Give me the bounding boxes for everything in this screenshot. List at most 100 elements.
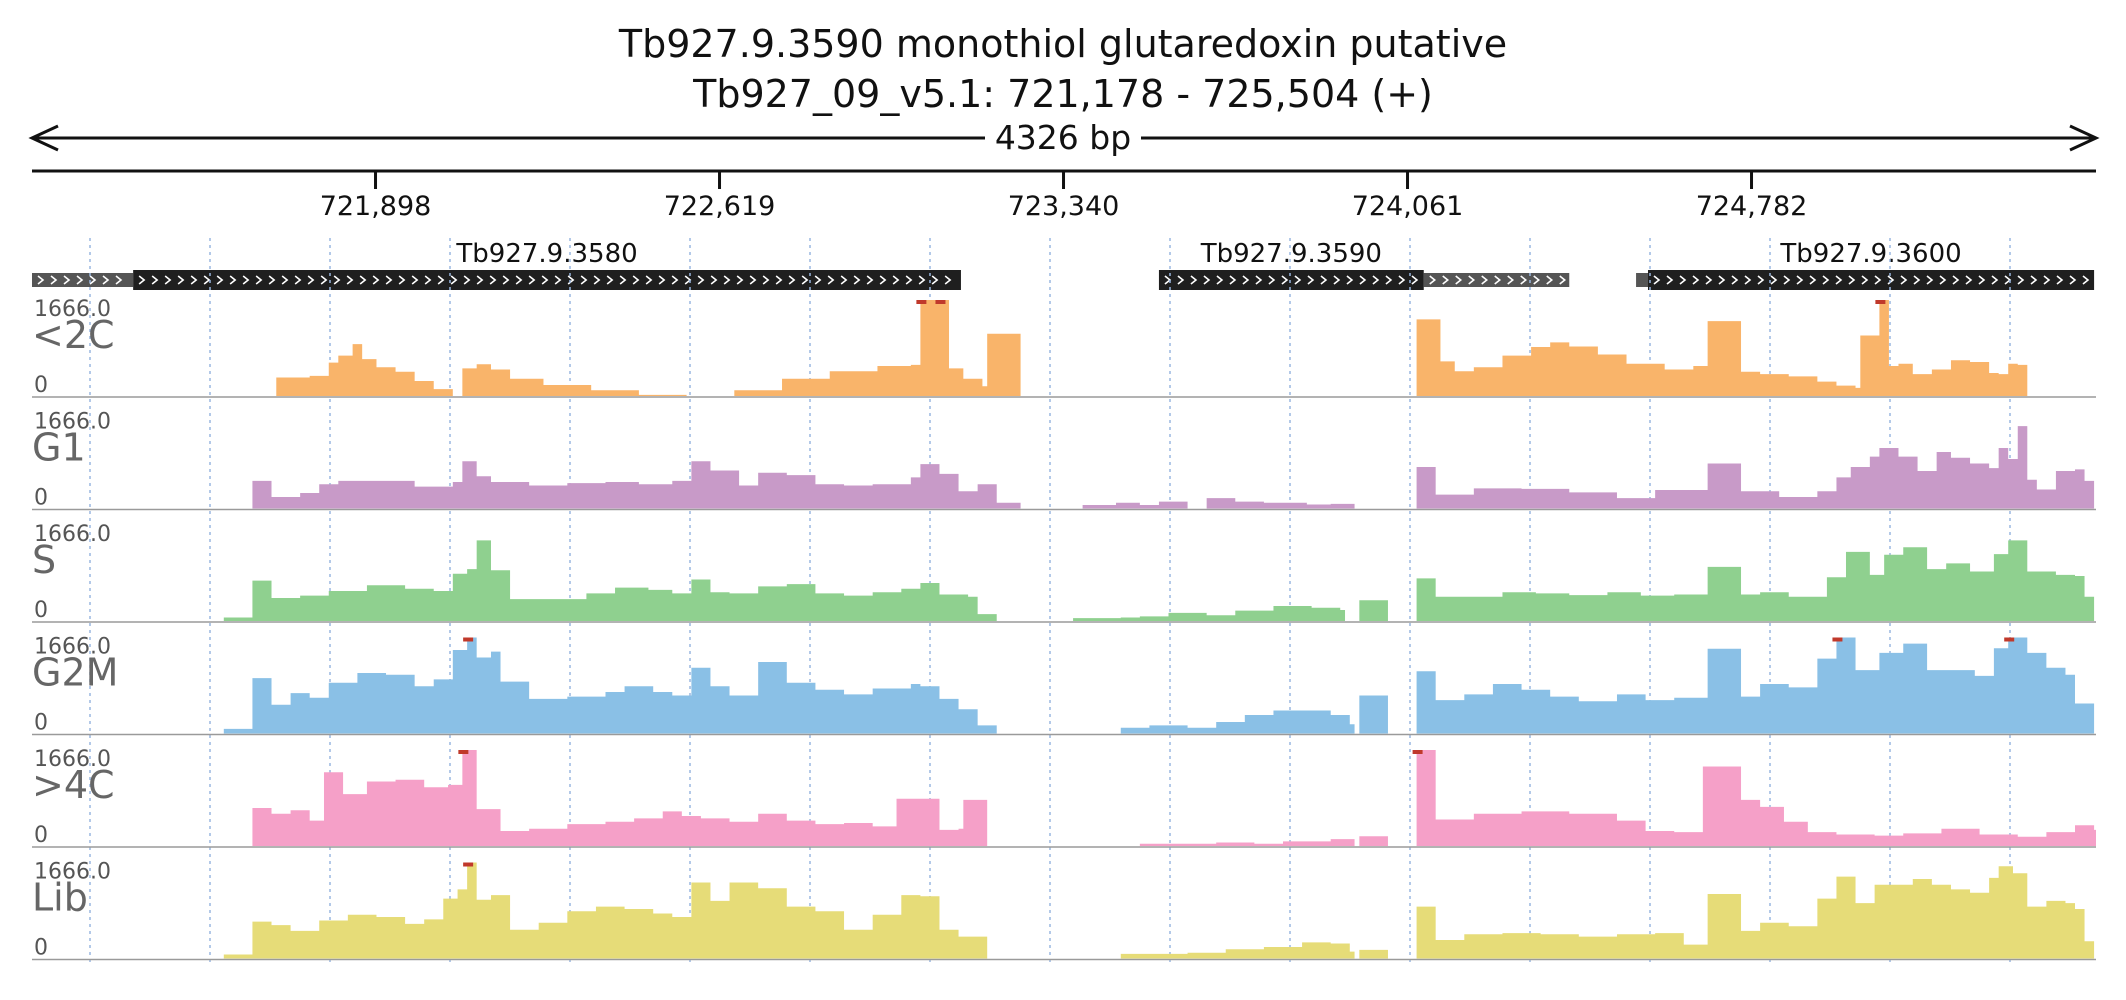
strand-chevron — [606, 275, 614, 285]
strand-chevron — [1952, 275, 1960, 285]
strand-chevron — [203, 275, 211, 285]
strand-chevron — [645, 275, 653, 285]
strand-chevron — [944, 275, 952, 285]
strand-chevron — [671, 275, 679, 285]
strand-chevron — [177, 275, 185, 285]
strand-chevron — [229, 275, 237, 285]
strand-chevron — [1559, 275, 1567, 285]
strand-chevron — [762, 275, 770, 285]
clipped-marker — [916, 300, 927, 304]
gene-cds — [1647, 270, 2095, 290]
track-scale-max: 1666.0 — [34, 860, 111, 885]
coverage-track: 1666.0 0 S — [32, 522, 2096, 623]
clipped-marker — [463, 637, 474, 642]
strand-chevron — [593, 275, 601, 285]
coverage-track: 1666.0 0 >4C — [32, 747, 2096, 848]
strand-chevron — [1770, 275, 1778, 285]
strand-chevron — [151, 275, 159, 285]
coverage-area — [32, 750, 2096, 846]
strand-chevron — [1177, 275, 1185, 285]
ruler-tick-label: 722,619 — [664, 191, 776, 222]
strand-chevron — [1809, 275, 1817, 285]
strand-chevron — [736, 275, 744, 285]
strand-chevron — [1744, 275, 1752, 285]
span-label: 4326 bp — [995, 118, 1131, 157]
strand-chevron — [411, 275, 419, 285]
strand-chevron — [1653, 275, 1661, 285]
strand-chevron — [1718, 275, 1726, 285]
gene-track: Tb927.9.3580 Tb927.9.3590 Tb927.9.3600 — [32, 239, 2095, 290]
strand-chevron — [2017, 275, 2025, 285]
strand-chevron — [463, 275, 471, 285]
strand-chevron — [102, 275, 110, 285]
strand-chevron — [268, 275, 276, 285]
gene-label: Tb927.9.3590 — [1200, 239, 1382, 269]
track-label: G1 — [32, 426, 86, 470]
strand-chevron — [1913, 275, 1921, 285]
strand-chevron — [1874, 275, 1882, 285]
coverage-area — [32, 637, 2096, 734]
strand-chevron — [398, 275, 406, 285]
coverage-track: 1666.0 0 G2M — [32, 635, 2096, 736]
strand-chevron — [437, 275, 445, 285]
strand-chevron — [840, 275, 848, 285]
track-label: >4C — [32, 763, 115, 807]
clipped-marker — [1875, 300, 1886, 304]
clipped-marker — [458, 750, 469, 754]
strand-chevron — [1507, 275, 1515, 285]
chart-title: Tb927.9.3590 monothiol glutaredoxin puta… — [618, 22, 1507, 66]
strand-chevron — [580, 275, 588, 285]
span-arrow-right-head — [2069, 124, 2100, 152]
strand-chevron — [554, 275, 562, 285]
coverage-track: 1666.0 0 <2C — [32, 297, 2096, 398]
strand-chevron — [164, 275, 172, 285]
strand-chevron — [1757, 275, 1765, 285]
track-scale-max: 1666.0 — [34, 410, 111, 435]
track-label: G2M — [32, 651, 118, 695]
coverage-area — [32, 426, 2096, 509]
clipped-marker — [463, 862, 474, 867]
coverage-track: 1666.0 0 G1 — [32, 410, 2096, 511]
clipped-marker — [1832, 637, 1843, 642]
strand-chevron — [1978, 275, 1986, 285]
gene-cds — [1158, 270, 1424, 290]
strand-chevron — [1546, 275, 1554, 285]
strand-chevron — [1442, 275, 1450, 285]
strand-chevron — [827, 275, 835, 285]
strand-chevron — [1900, 275, 1908, 285]
strand-chevron — [1281, 275, 1289, 285]
strand-chevron — [866, 275, 874, 285]
strand-chevron — [1411, 275, 1419, 285]
strand-chevron — [1705, 275, 1713, 285]
strand-chevron — [1320, 275, 1328, 285]
strand-chevron — [333, 275, 341, 285]
strand-chevron — [1861, 275, 1869, 285]
strand-chevron — [905, 275, 913, 285]
clipped-marker — [935, 300, 946, 304]
strand-chevron — [1848, 275, 1856, 285]
strand-chevron — [1385, 275, 1393, 285]
track-scale-min: 0 — [34, 373, 48, 398]
track-label: Lib — [32, 876, 88, 920]
strand-chevron — [1455, 275, 1463, 285]
strand-chevron — [1796, 275, 1804, 285]
strand-chevron — [528, 275, 536, 285]
strand-chevron — [89, 275, 97, 285]
track-scale-max: 1666.0 — [34, 522, 111, 547]
strand-chevron — [1307, 275, 1315, 285]
strand-chevron — [892, 275, 900, 285]
strand-chevron — [1333, 275, 1341, 285]
track-scale-max: 1666.0 — [34, 635, 111, 660]
strand-chevron — [879, 275, 887, 285]
span-label-background — [985, 118, 1141, 158]
strand-chevron — [697, 275, 705, 285]
strand-chevron — [346, 275, 354, 285]
strand-chevron — [138, 275, 146, 285]
strand-chevron — [710, 275, 718, 285]
coverage-tracks: 1666.00<2C1666.00G11666.00S1666.00G2M166… — [32, 238, 2096, 962]
track-scale-min: 0 — [34, 936, 48, 961]
strand-chevron — [190, 275, 198, 285]
strand-chevron — [294, 275, 302, 285]
